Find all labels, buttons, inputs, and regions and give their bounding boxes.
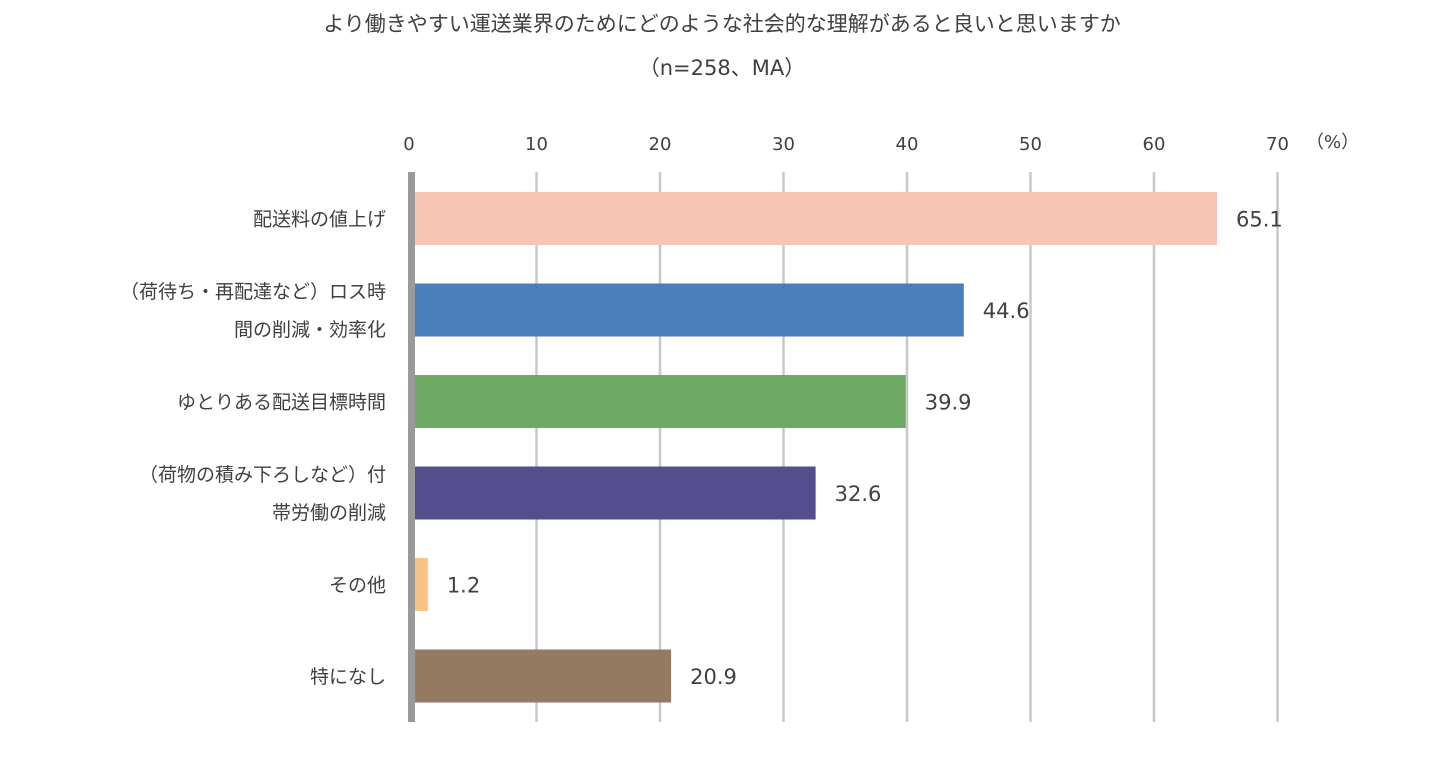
category-label: （荷待ち・再配達など）ロス時 bbox=[120, 281, 386, 303]
y-axis-line bbox=[408, 172, 415, 722]
bar bbox=[413, 375, 906, 428]
x-tick-label: 20 bbox=[649, 134, 672, 155]
value-label: 1.2 bbox=[447, 574, 480, 598]
x-axis-unit-label: （%） bbox=[1306, 132, 1359, 153]
bar bbox=[413, 558, 428, 611]
value-label: 39.9 bbox=[925, 391, 972, 415]
value-label: 65.1 bbox=[1236, 208, 1283, 232]
bar bbox=[413, 283, 964, 337]
bar bbox=[413, 466, 816, 520]
category-label: （荷物の積み下ろしなど）付 bbox=[139, 464, 386, 486]
category-label: その他 bbox=[329, 575, 386, 597]
gridlines bbox=[535, 172, 1279, 722]
bar bbox=[413, 192, 1217, 245]
x-tick-label: 50 bbox=[1019, 134, 1042, 155]
x-tick-label: 10 bbox=[525, 134, 548, 155]
value-labels: 65.1 44.6 39.9 32.6 1.2 20.9 bbox=[447, 208, 1283, 690]
category-labels: 配送料の値上げ （荷待ち・再配達など）ロス時間の削減・効率化ゆとりある配送目標時間… bbox=[120, 209, 386, 689]
x-tick-label: 0 bbox=[403, 134, 414, 155]
category-label: 帯労働の削減 bbox=[272, 502, 386, 524]
bars bbox=[413, 192, 1217, 703]
category-label: 間の削減・効率化 bbox=[234, 319, 386, 341]
value-label: 20.9 bbox=[690, 665, 737, 689]
value-label: 44.6 bbox=[983, 299, 1030, 323]
x-tick-label: 40 bbox=[896, 134, 919, 155]
chart-title: より働きやすい運送業界のためにどのような社会的な理解があると良いと思いますか bbox=[323, 12, 1121, 36]
x-tick-label: 60 bbox=[1143, 134, 1166, 155]
chart-subtitle: （n=258、MA） bbox=[638, 56, 806, 80]
x-tick-label: 70 bbox=[1266, 134, 1289, 155]
category-label: ゆとりある配送目標時間 bbox=[177, 392, 386, 414]
category-label: 特になし bbox=[310, 666, 386, 688]
value-label: 32.6 bbox=[835, 482, 882, 506]
bar bbox=[413, 649, 672, 703]
category-label: 配送料の値上げ bbox=[253, 209, 386, 231]
x-axis-tick-labels: 0 10 20 30 40 50 60 70 bbox=[403, 134, 1289, 155]
x-tick-label: 30 bbox=[772, 134, 795, 155]
